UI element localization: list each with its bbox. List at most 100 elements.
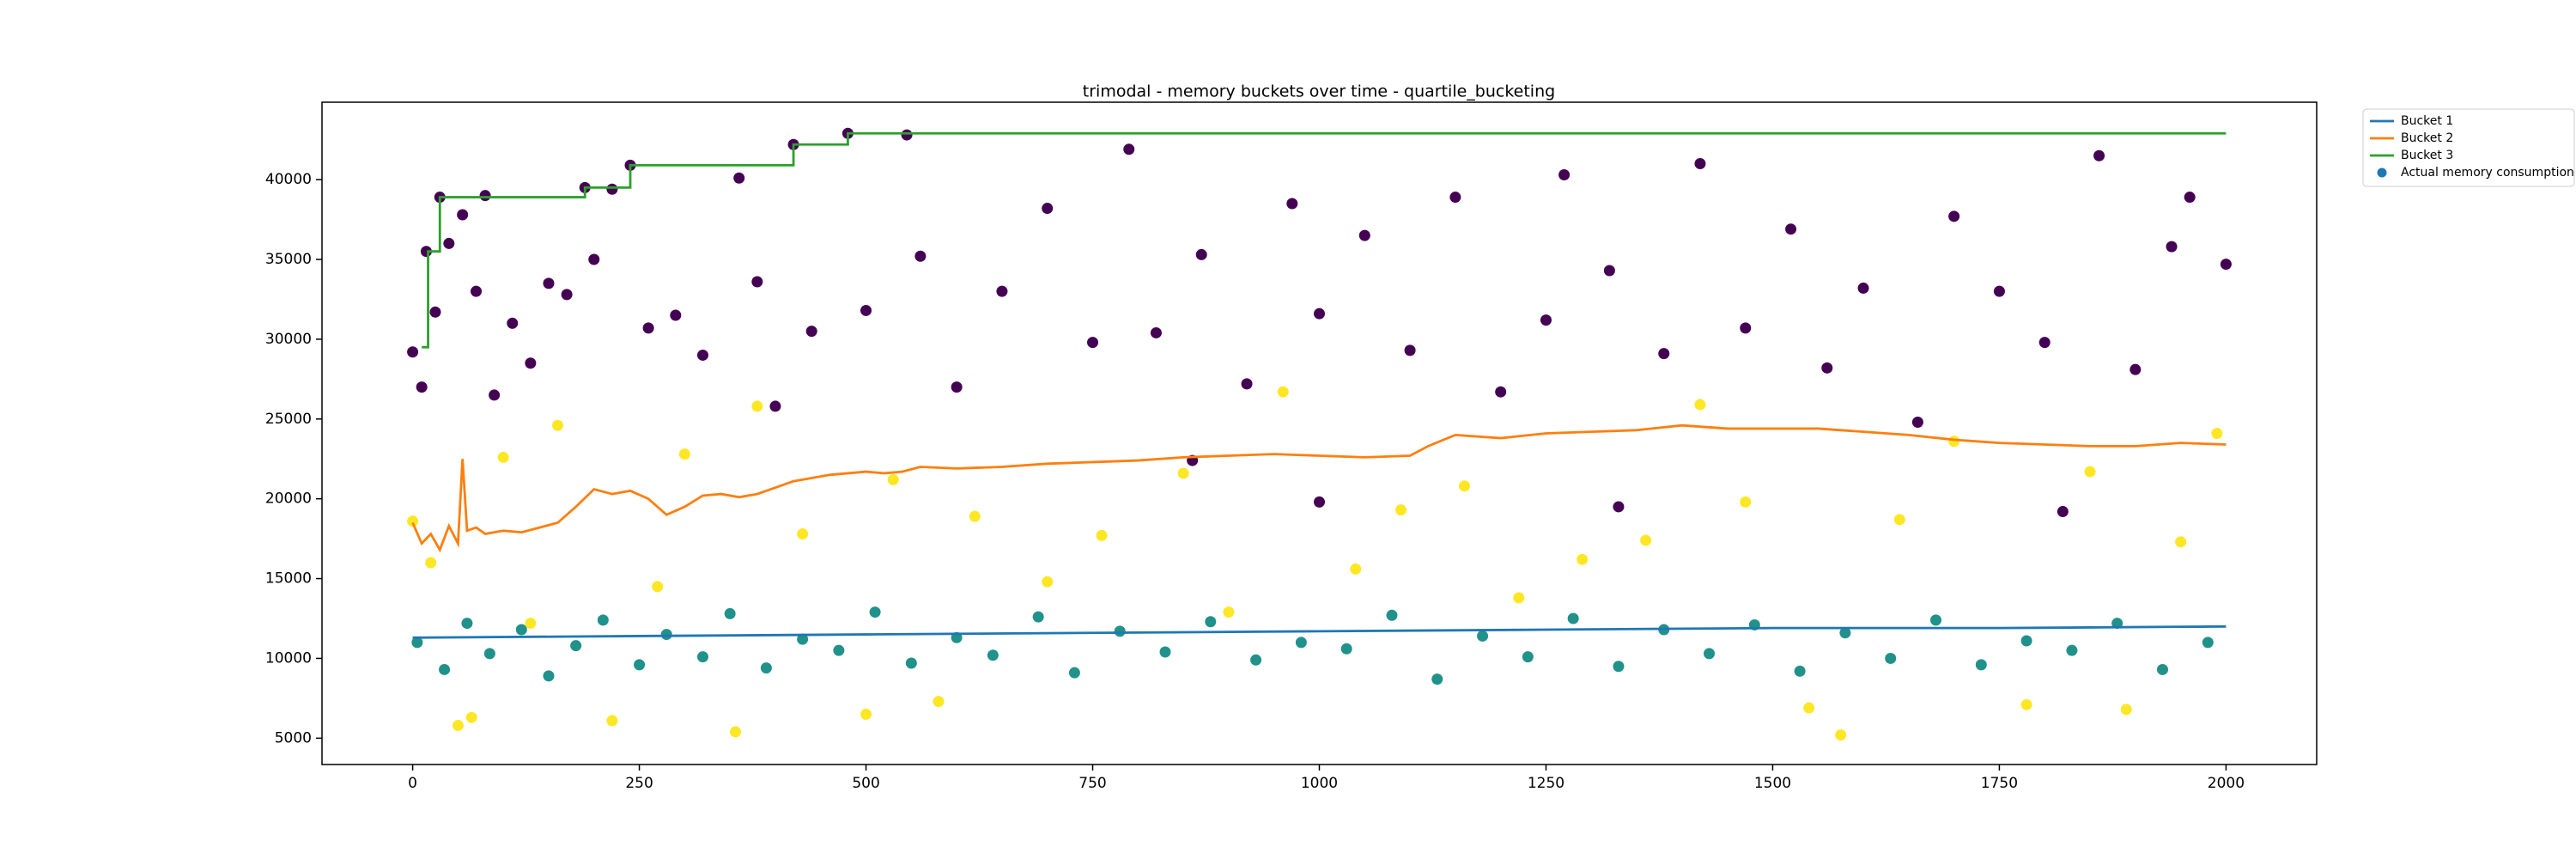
y-tick-label: 25000 (265, 411, 312, 428)
scatter-point (429, 306, 441, 318)
legend-label: Bucket 1 (2401, 114, 2453, 128)
scatter-point (497, 451, 509, 463)
scatter-point (1785, 223, 1797, 235)
scatter-point (969, 510, 981, 522)
scatter-point (769, 400, 781, 412)
y-tick-label: 30000 (265, 331, 312, 348)
scatter-point (1358, 229, 1370, 241)
scatter-point (2156, 663, 2168, 675)
scatter-point (805, 326, 817, 338)
scatter-point (1087, 337, 1099, 349)
scatter-point (696, 651, 708, 663)
scatter-point (1042, 203, 1054, 215)
scatter-point (1694, 158, 1706, 170)
scatter-point (606, 183, 618, 195)
scatter-point (1613, 661, 1625, 673)
scatter-point (1042, 576, 1054, 588)
line-series (411, 423, 2227, 553)
x-tick-label: 2000 (2208, 775, 2245, 792)
scatter-point (2057, 506, 2069, 518)
scatter-point (760, 662, 772, 674)
x-tick-label: 750 (1078, 775, 1106, 792)
x-tick-label: 1000 (1301, 775, 1338, 792)
scatter-point (2038, 337, 2050, 349)
scatter-point (1114, 625, 1126, 637)
scatter-point (515, 624, 527, 636)
scatter-point (1513, 592, 1525, 604)
legend-marker (2377, 168, 2387, 178)
scatter-point (2166, 241, 2178, 253)
scatter-point (1404, 344, 1416, 356)
scatter-point (1250, 654, 1262, 666)
scatter-point (1096, 529, 1108, 541)
scatter-point (525, 618, 537, 630)
line-series (422, 131, 2227, 349)
scatter-point (1694, 399, 1706, 411)
scatter-point (479, 190, 491, 202)
scatter-point (543, 670, 555, 682)
scatter-point (905, 657, 917, 669)
y-tick-label: 10000 (265, 649, 312, 667)
scatter-point (2020, 698, 2032, 710)
x-tick-label: 500 (852, 775, 879, 792)
scatter-point (1431, 673, 1443, 685)
scatter-point (1150, 326, 1162, 338)
scatter-point (2220, 259, 2232, 271)
scatter-point (1177, 467, 1189, 479)
scatter-point (914, 250, 927, 262)
scatter-point (552, 419, 564, 431)
y-tick-label: 20000 (265, 490, 312, 508)
scatter-point (1993, 285, 2005, 297)
scatter-point (887, 473, 899, 485)
scatter-point (1495, 386, 1507, 398)
scatter-point (751, 276, 763, 288)
scatter-point (1340, 643, 1352, 655)
scatter-point (483, 648, 495, 660)
scatter-point (2020, 635, 2032, 647)
scatter-point (901, 129, 913, 141)
scatter-point (407, 515, 419, 527)
scatter-point (407, 346, 419, 358)
scatter-point (1857, 282, 1869, 294)
scatter-point (2175, 536, 2187, 548)
scatter-point (1477, 630, 1489, 642)
scatter-point (1558, 169, 1571, 181)
scatter-point (457, 209, 469, 221)
scatter-point (797, 633, 809, 645)
scatter-point (570, 640, 582, 652)
scatter-point (1640, 534, 1652, 546)
scatter-point (987, 649, 999, 661)
scatter-point (461, 618, 473, 630)
y-tick-label: 35000 (265, 251, 312, 268)
scatter-point (1314, 308, 1325, 320)
scatter-point (1740, 322, 1752, 334)
scatter-point (1893, 514, 1905, 526)
y-tick-label: 40000 (265, 171, 312, 188)
scatter-point (696, 349, 708, 361)
y-tick-label: 5000 (275, 729, 312, 746)
scatter-point (588, 253, 600, 265)
x-tick-label: 1250 (1528, 775, 1564, 792)
scatter-point (1885, 652, 1897, 664)
scatter-point (1835, 729, 1847, 741)
scatter-point (439, 663, 451, 675)
scatter-point (425, 557, 437, 569)
scatter-point (2202, 637, 2214, 649)
plot-content (407, 127, 2232, 741)
scatter-point (860, 304, 872, 316)
scatter-point (2066, 644, 2078, 656)
scatter-point (1975, 659, 1987, 671)
legend-label: Bucket 3 (2401, 149, 2453, 162)
x-tick-label: 1750 (1981, 775, 2018, 792)
scatter-point (1603, 265, 1615, 277)
scatter-point (443, 237, 455, 249)
scatter-point (1740, 496, 1752, 508)
scatter-point (489, 389, 501, 401)
scatter-point (1839, 627, 1851, 639)
scatter-point (2211, 428, 2223, 439)
scatter-point (597, 614, 609, 626)
scatter-point (860, 708, 872, 720)
legend-label: Bucket 2 (2401, 131, 2453, 145)
scatter-point (1930, 614, 1942, 626)
